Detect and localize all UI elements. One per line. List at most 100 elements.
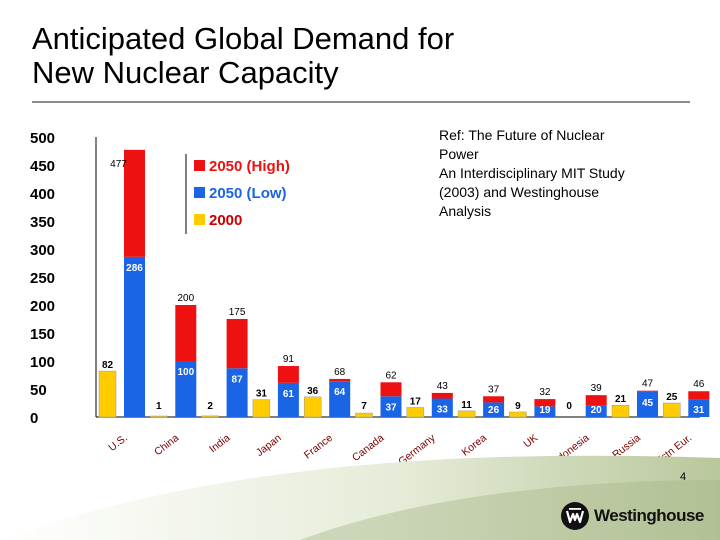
data-label-2050-high: 62	[385, 370, 397, 381]
data-label-2000: 31	[256, 389, 268, 400]
data-label-2050-high: 37	[488, 384, 500, 395]
bar-2050-high	[585, 395, 607, 406]
data-label-2000: 21	[615, 394, 627, 405]
y-tick-label: 100	[30, 354, 55, 371]
bar-2000	[98, 370, 117, 418]
data-label-2050-low: 26	[488, 405, 500, 416]
data-label-2050-low: 45	[642, 398, 654, 409]
bar-2000	[201, 415, 219, 418]
legend-swatch	[194, 214, 205, 225]
data-label-2050-high: 43	[437, 381, 449, 392]
data-label-2000: 36	[307, 386, 319, 397]
data-label-2050-high: 47	[642, 379, 654, 390]
bar-2050-low	[329, 381, 351, 417]
bar-2050-low	[534, 406, 556, 417]
data-label-2000: 82	[102, 360, 114, 371]
bar-2050-low	[175, 361, 197, 417]
y-tick-label: 300	[30, 242, 55, 259]
y-tick-label: 150	[30, 326, 55, 343]
y-tick-label: 50	[30, 382, 47, 399]
title-line-2: New Nuclear Capacity	[32, 55, 339, 90]
data-label-2050-high: 175	[229, 307, 246, 318]
legend-swatch	[194, 187, 205, 198]
bar-2050-low	[277, 382, 299, 417]
bar-2050-high	[637, 390, 658, 392]
bar-2000	[406, 407, 425, 418]
data-label-2050-high: 477	[110, 159, 127, 170]
page-number: 4	[680, 471, 687, 483]
data-label-2050-high: 200	[177, 293, 194, 304]
data-label-2050-high: 91	[283, 354, 295, 365]
bar-2000	[252, 399, 271, 418]
data-label-2050-high: 68	[334, 367, 346, 378]
data-label-2050-high: 46	[693, 379, 705, 390]
decorative-swoosh	[0, 455, 720, 540]
data-label-2050-low: 31	[693, 405, 705, 416]
legend-label: 2050 (High)	[209, 158, 290, 175]
data-label-2050-high: 32	[539, 387, 551, 398]
bar-2050-high	[431, 392, 453, 399]
y-tick-label: 350	[30, 214, 55, 231]
bar-2050-high	[124, 149, 145, 257]
data-label-2050-low: 87	[232, 374, 244, 385]
data-label-2050-high: 39	[591, 383, 603, 394]
data-label-2050-low: 20	[591, 405, 603, 416]
bar-2000	[457, 410, 476, 418]
bar-2000	[150, 415, 168, 418]
bar-2050-low	[483, 402, 505, 417]
y-tick-label: 200	[30, 298, 55, 315]
y-tick-label: 250	[30, 270, 55, 287]
data-label-2050-low: 33	[437, 405, 449, 416]
data-label-2050-low: 64	[334, 387, 346, 398]
bar-2000	[303, 396, 322, 418]
data-label-2050-low: 286	[126, 263, 143, 274]
data-label-2000: 17	[410, 396, 422, 407]
y-tick-label: 400	[30, 186, 55, 203]
y-tick-label: 450	[30, 158, 55, 175]
reference-note: Ref: The Future of Nuclear Power An Inte…	[439, 126, 669, 221]
demand-bar-chart: 05010015020025030035040045050047728682U.…	[30, 130, 710, 489]
bar-2050-low	[637, 391, 658, 417]
data-label-2050-low: 61	[283, 389, 295, 400]
title-line-1: Anticipated Global Demand for	[32, 21, 455, 56]
y-tick-label: 500	[30, 130, 55, 147]
data-label-2000: 7	[361, 401, 367, 412]
logo-wordmark: Westinghouse	[594, 506, 704, 525]
data-label-2000: 0	[566, 401, 572, 412]
legend-label: 2000	[209, 212, 242, 229]
legend-label: 2050 (Low)	[209, 185, 287, 202]
bar-2050-high	[688, 391, 710, 400]
bar-2050-low	[585, 405, 607, 417]
data-label-2000: 2	[207, 401, 213, 412]
data-label-2000: 25	[666, 392, 678, 403]
bar-2000	[509, 411, 527, 418]
y-tick-label: 0	[30, 410, 38, 427]
bar-2050-high	[277, 366, 299, 383]
westinghouse-logo: Westinghouse	[560, 498, 710, 534]
bar-2050-high	[226, 319, 248, 369]
bar-2050-high	[329, 378, 351, 382]
ref-line: Analysis	[439, 203, 492, 219]
bar-2050-high	[483, 396, 505, 403]
bar-2050-low	[124, 256, 145, 417]
bar-2000	[611, 404, 630, 418]
data-label-2000: 1	[156, 401, 162, 412]
bar-2000	[355, 412, 373, 418]
bar-2050-high	[175, 305, 197, 361]
bar-2050-high	[380, 382, 402, 397]
bar-2050-low	[688, 399, 710, 417]
ref-line: An Interdisciplinary MIT Study	[439, 165, 625, 181]
slide-title: Anticipated Global Demand for New Nuclea…	[32, 22, 454, 90]
ref-line: Ref: The Future of Nuclear	[439, 127, 605, 143]
westinghouse-circle-w-icon	[561, 502, 589, 530]
data-label-2050-low: 19	[539, 405, 551, 416]
title-divider	[32, 101, 690, 103]
data-label-2050-low: 37	[385, 402, 397, 413]
bar-2050-low	[431, 398, 453, 417]
data-label-2000: 11	[461, 400, 472, 411]
bar-2050-high	[534, 399, 556, 407]
bar-2000	[663, 402, 681, 418]
ref-line: (2003) and Westinghouse	[439, 184, 600, 200]
data-label-2000: 9	[515, 401, 521, 412]
ref-line: Power	[439, 146, 479, 162]
